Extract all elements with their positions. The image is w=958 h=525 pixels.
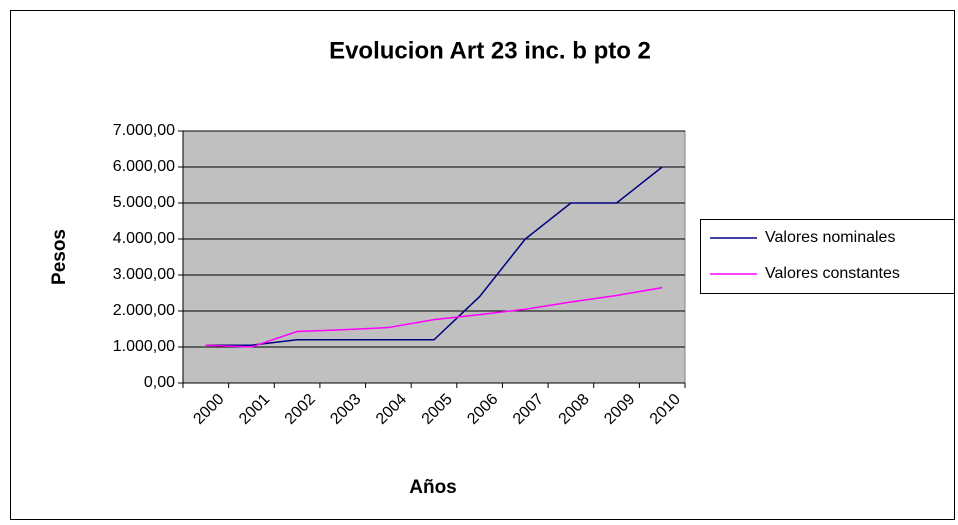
series-line (205, 286, 663, 348)
y-tick-label: 1.000,00 (113, 338, 175, 355)
y-axis-title: Pesos (49, 229, 70, 285)
y-tick-label: 0,00 (144, 374, 175, 391)
legend-label: Valores nominales (765, 229, 895, 246)
plot-area (182, 130, 686, 384)
chart-title: Evolucion Art 23 inc. b pto 2 (329, 37, 651, 64)
series-line (205, 166, 663, 346)
y-tick-label: 6.000,00 (113, 158, 175, 175)
x-axis-title: Años (409, 477, 457, 498)
y-tick-label: 5.000,00 (113, 194, 175, 211)
y-tick-label: 4.000,00 (113, 230, 175, 247)
legend-box (700, 219, 955, 294)
y-tick-label: 7.000,00 (113, 122, 175, 139)
y-tick-label: 2.000,00 (113, 302, 175, 319)
y-tick-label: 3.000,00 (113, 266, 175, 283)
legend-label: Valores constantes (765, 265, 900, 282)
